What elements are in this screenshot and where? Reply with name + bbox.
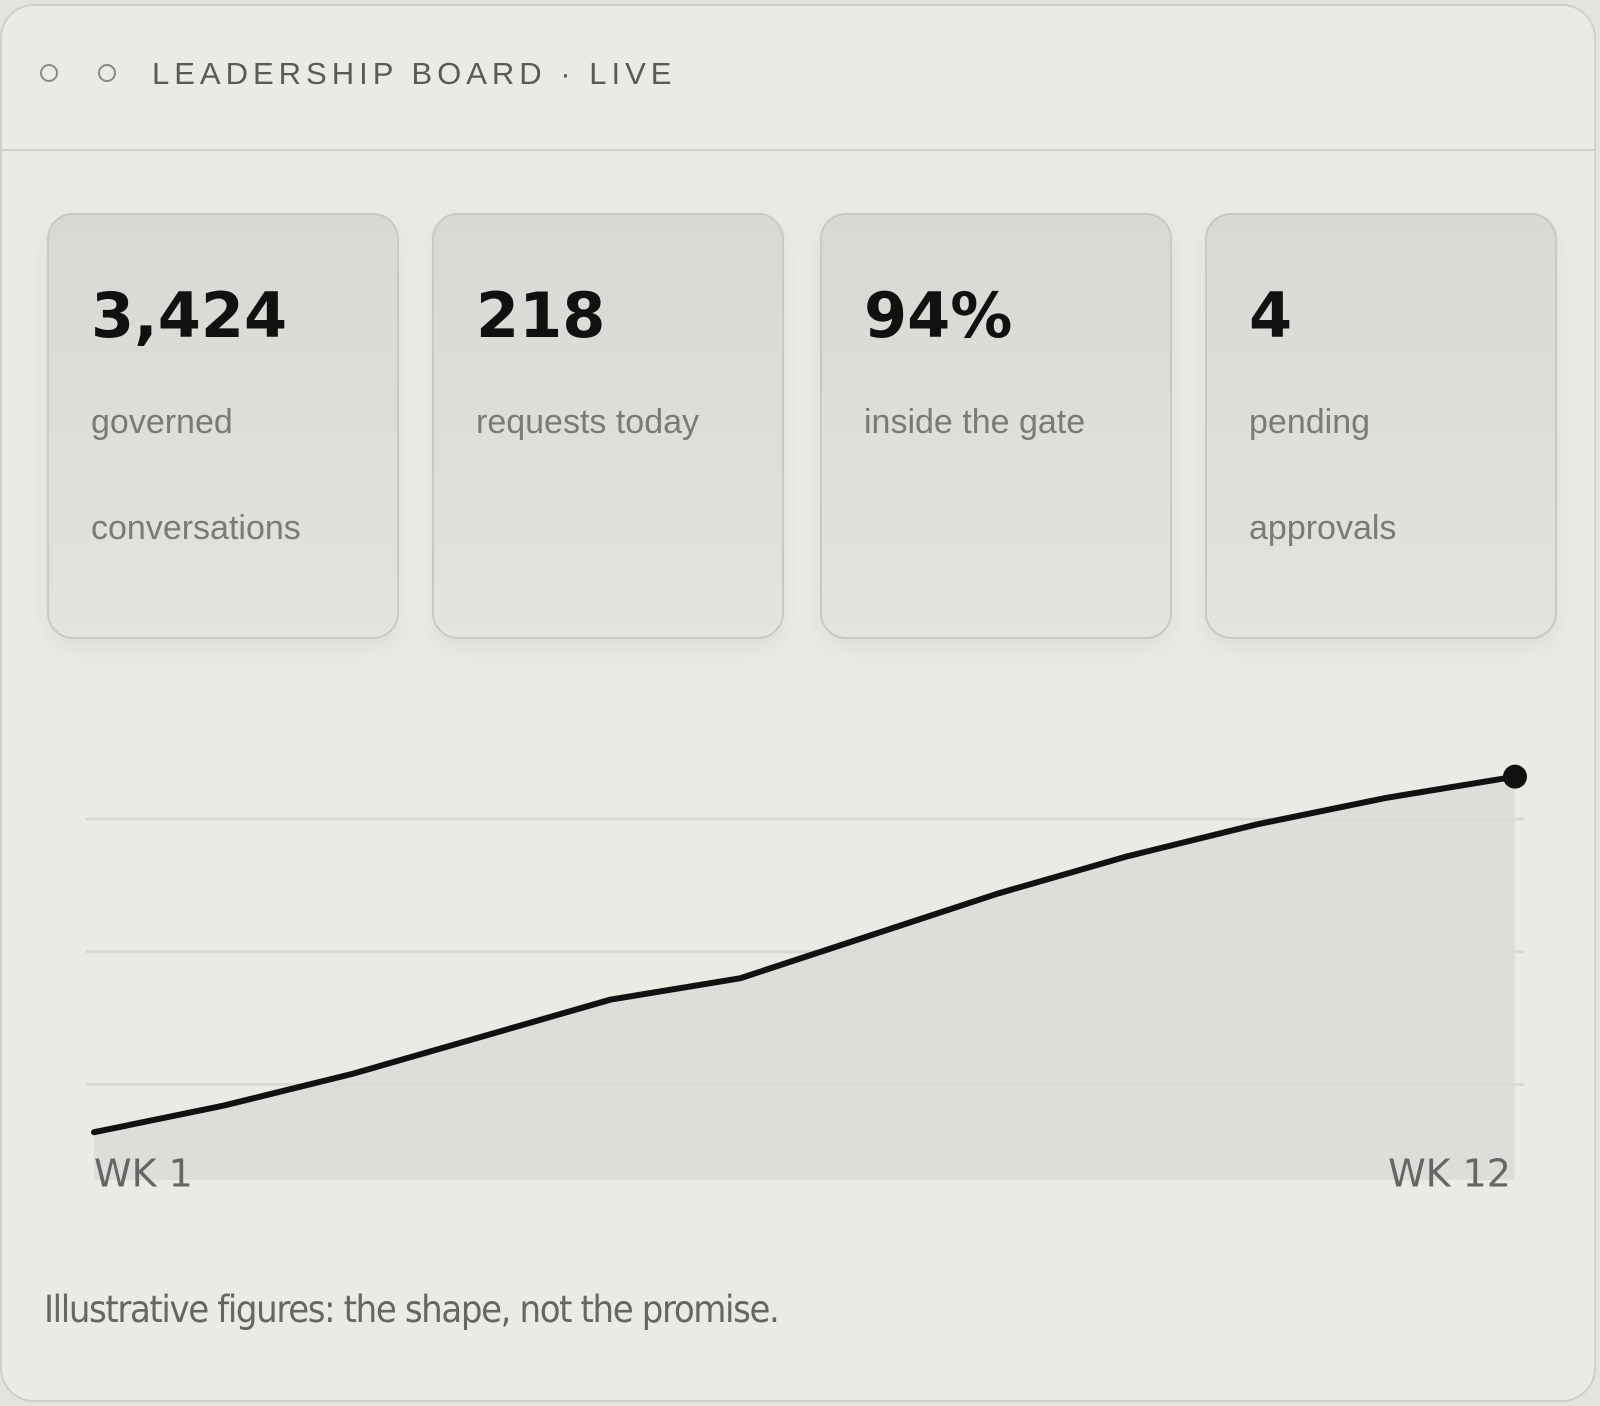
stat-card: 3,424 governed conversations: [47, 213, 399, 639]
stat-label: pending approvals: [1249, 403, 1397, 547]
end-point: [1503, 764, 1527, 789]
chart: WK 1 WK 12: [86, 764, 1527, 1196]
stat-label: inside the gate: [864, 403, 1086, 441]
stat-card: 94% inside the gate: [820, 213, 1172, 639]
stat-card: 4 pending approvals: [1205, 213, 1557, 639]
window-dot: [98, 64, 116, 82]
line: [91, 773, 1518, 1136]
stat-label: requests today: [476, 403, 700, 441]
stat-value: 3,424: [91, 279, 288, 352]
x-tick-label: WK 1: [94, 1152, 193, 1196]
stat-value: 218: [476, 279, 606, 352]
panel: LEADERSHIP BOARD · LIVE 3,424 governed co…: [0, 4, 1596, 1402]
header: LEADERSHIP BOARD · LIVE: [2, 6, 1594, 151]
window-dot: [40, 64, 58, 82]
footnote: Illustrative figures: the shape, not the…: [44, 1288, 780, 1331]
x-tick-label: WK 12: [1388, 1152, 1511, 1196]
stat-card: 218 requests today: [432, 213, 784, 639]
header-title: LEADERSHIP BOARD · LIVE: [152, 56, 677, 91]
area: [94, 776, 1515, 1180]
stat-value: 4: [1249, 279, 1293, 352]
stat-value: 94%: [864, 279, 1013, 352]
stat-label: governed conversations: [91, 403, 301, 547]
